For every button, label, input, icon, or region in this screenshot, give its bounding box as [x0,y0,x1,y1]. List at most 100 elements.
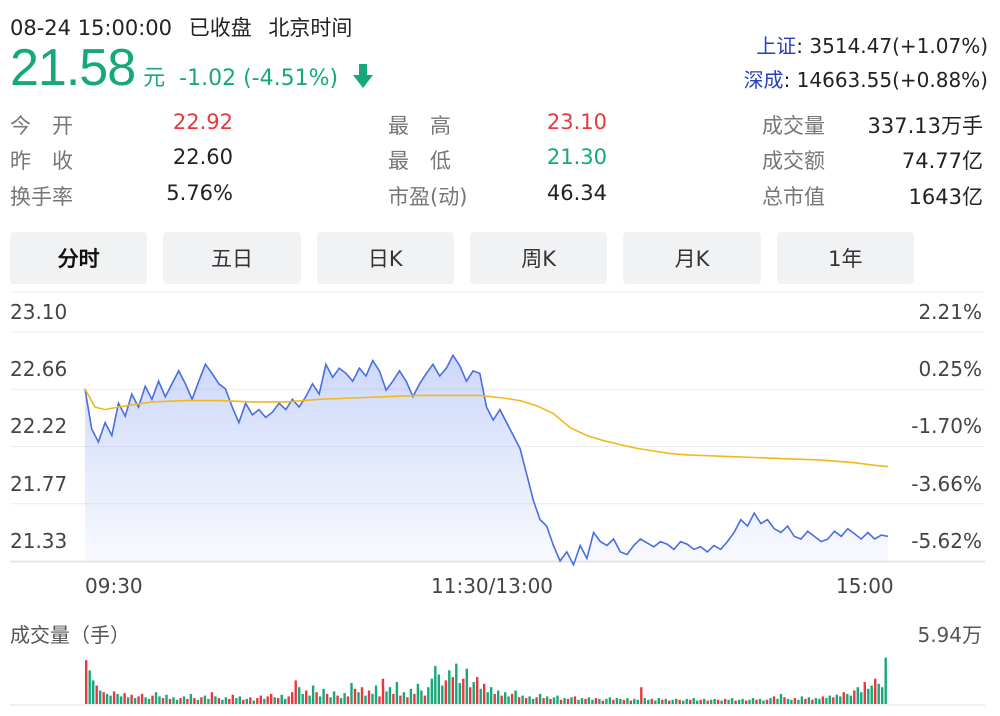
volume-bar [402,692,406,704]
volume-bar [650,698,653,704]
volume-bar [483,683,486,704]
index-value: : 3514.47(+1.07%) [796,34,988,58]
volume-bar [758,698,762,704]
low-value: 21.30 [546,145,607,169]
volume-bar [720,700,723,704]
volume-bar [423,695,427,704]
volume-bar [102,692,105,704]
volume-bar [476,677,479,704]
volume-bar [654,700,657,704]
index-shanghai[interactable]: 上证: 3514.47(+1.07%) [756,30,988,59]
mcap-value: 1643亿 [908,185,983,209]
tab-one-year[interactable]: 1年 [776,232,914,284]
price-area [85,355,888,565]
amount-label: 成交额 [762,149,825,173]
volume-bar [186,698,189,704]
volume-bar [580,698,584,704]
volume-bar [549,698,552,704]
volume-bar [168,698,172,704]
volume-bar [863,682,866,704]
high-value: 23.10 [546,110,607,134]
volume-bar [535,697,538,704]
volume-bar [207,698,210,704]
volume-bar [811,699,814,704]
volume-bar [165,694,168,704]
volume-bar [626,698,629,704]
volume-bar [343,693,346,704]
volume-bar [762,700,765,704]
volume-bar [727,699,730,704]
volume-bar [388,687,392,704]
volume-bar [881,687,884,704]
volume-bar [853,690,856,704]
volume-bar [392,693,395,704]
volume-bar [559,699,563,704]
volume-bar [273,697,276,704]
trade-datetime: 08-24 15:00:00 [10,16,173,40]
volume-bar [182,696,186,704]
tab-daily-k[interactable]: 日K [316,232,454,284]
volume-bar [231,694,234,704]
y2-tick-label: 2.21% [918,300,982,324]
volume-bar [504,692,507,704]
volume-bar [437,674,440,704]
prev-close-label: 昨 收 [10,149,73,173]
volume-bar [455,663,458,704]
volume-bar [490,687,493,704]
volume-bar [430,678,433,704]
average-price-line [84,388,889,468]
volume-bar [294,680,297,704]
volume-bar [172,697,175,704]
volume-bar [298,687,301,704]
volume-bar [884,657,887,704]
volume-bar [200,697,203,704]
volume-bar [210,692,214,704]
volume-bar [85,660,88,704]
volume-bar [703,698,706,704]
volume-bar [462,678,465,704]
volume-bar [158,696,161,704]
tab-five-day[interactable]: 五日 [163,232,301,284]
tab-weekly-k[interactable]: 周K [469,232,608,284]
volume-bar [144,697,147,704]
volume-bar [140,693,144,704]
volume-bar [472,682,475,704]
tab-monthly-k[interactable]: 月K [623,232,761,284]
volume-bar [797,699,800,704]
volume-bar [315,692,318,704]
volume-bar [88,670,91,704]
volume-bar [748,699,751,704]
tab-intraday[interactable]: 分时 [10,232,148,284]
volume-bar [870,685,873,704]
turnover-label: 换手率 [10,185,73,209]
volume-bar [566,698,570,704]
volume-bar [772,696,776,704]
volume-bar [542,698,545,704]
volume-bar [619,698,622,704]
volume-bar [814,698,818,704]
index-shenzhen[interactable]: 深成: 14663.55(+0.88%) [744,64,988,93]
volume-bar [510,693,514,704]
volume-bar [95,685,98,704]
volume-bar [573,696,577,704]
volume-bar [734,700,737,704]
volume-bar [825,698,828,704]
volume-bar [828,695,831,704]
x-tick-label: 15:00 [836,574,894,598]
volume-bar [179,698,182,704]
volume-bar [112,691,116,704]
volume-bar [517,697,521,704]
y-tick-label: 23.10 [10,300,68,324]
volume-bar [800,696,804,704]
open-label: 今 开 [10,114,73,138]
volume-bar [308,695,311,704]
volume-bar [699,699,702,704]
volume-bar [287,696,290,704]
volume-bar [835,694,838,704]
volume-axis-title: 成交量（手） [10,623,130,647]
volume-bar [238,696,241,704]
volume-bar [552,697,556,704]
prev-close-value: 22.60 [172,145,233,169]
volume-bar [874,678,877,704]
